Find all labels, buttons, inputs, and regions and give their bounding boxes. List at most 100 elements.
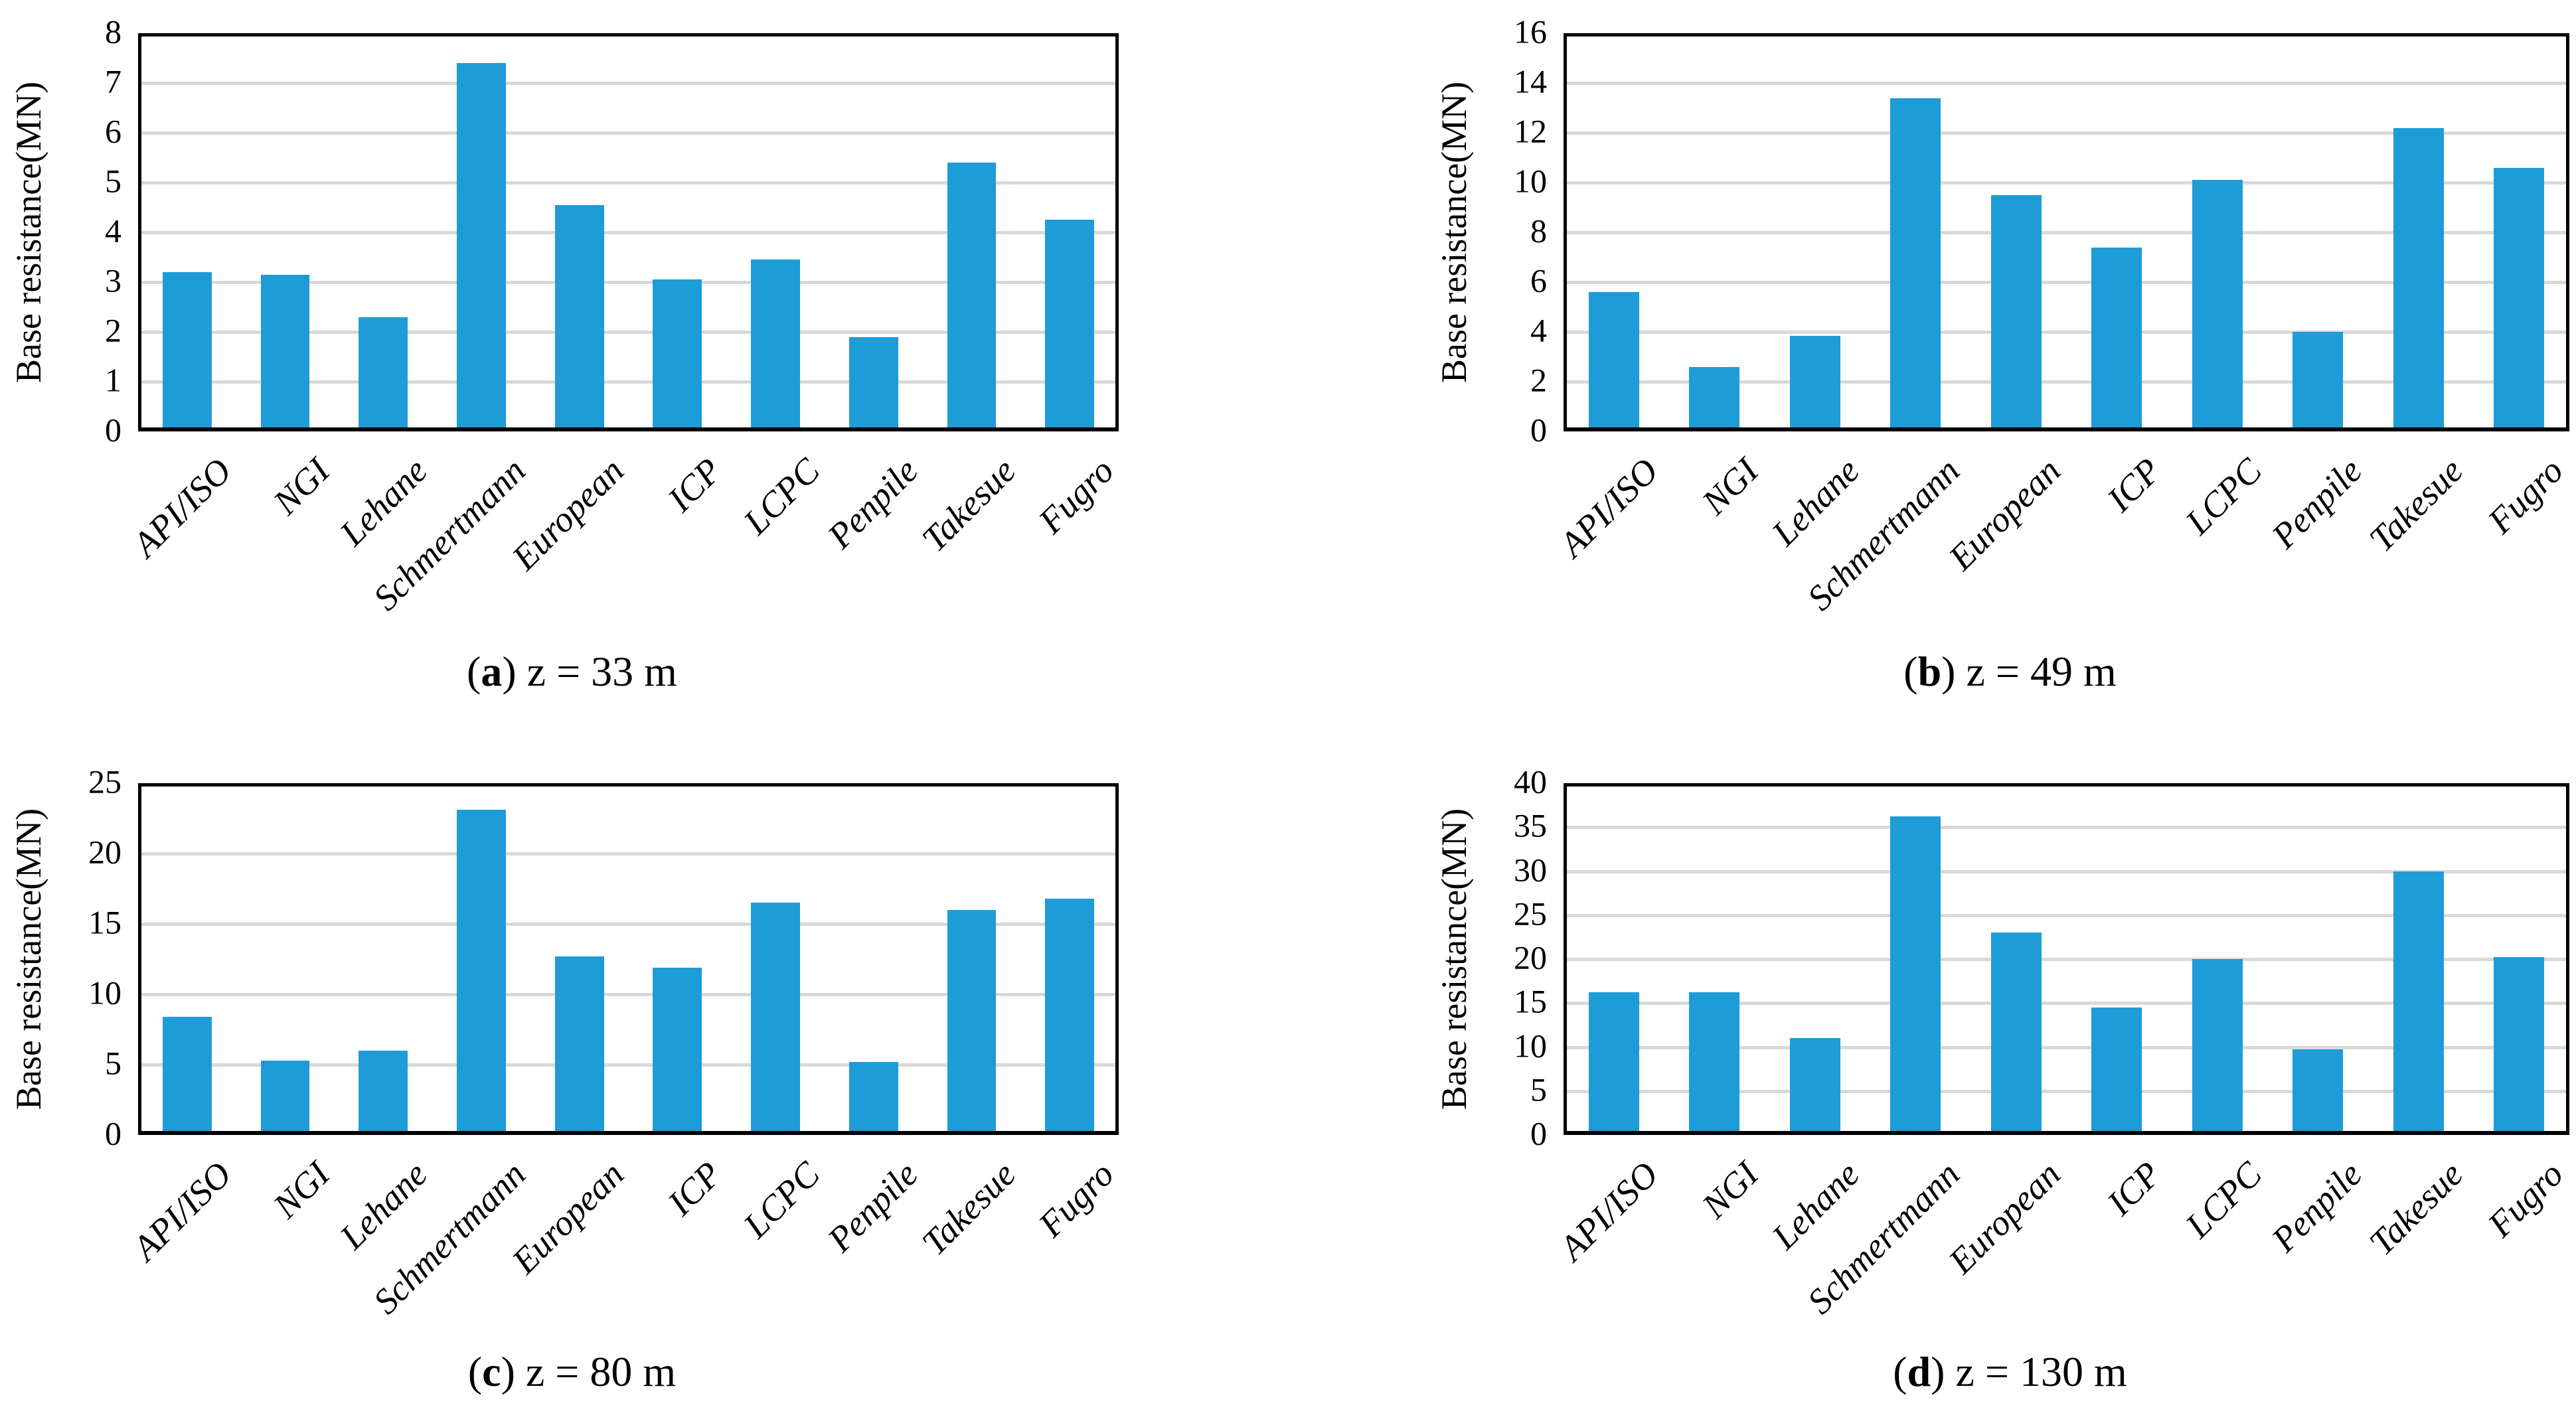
bar-lehane — [1789, 1038, 1840, 1135]
plot-frame — [138, 33, 1119, 431]
bar-ngi — [260, 1060, 310, 1135]
bar-icp — [653, 279, 702, 431]
bar-european — [1990, 933, 2042, 1135]
x-tick-label: Takesue — [2361, 1154, 2470, 1263]
bar-european — [554, 204, 604, 431]
y-tick-label: 7 — [105, 62, 121, 100]
x-tick-label: ICP — [2099, 1154, 2169, 1223]
gridline — [1564, 131, 2569, 135]
gridline — [138, 131, 1119, 135]
gridline — [1564, 958, 2569, 961]
bar-penpile — [848, 337, 898, 431]
x-tick-label: European — [1941, 1154, 2068, 1282]
bar-lcpc — [751, 260, 800, 431]
bar-api-iso — [162, 1016, 212, 1135]
gridline — [1564, 380, 2569, 384]
y-tick-label: 40 — [1514, 763, 1547, 800]
y-tick-label: 0 — [1530, 411, 1547, 449]
bar-lehane — [359, 1050, 408, 1135]
y-tick-label: 6 — [1530, 262, 1547, 299]
x-tick-label: Fugro — [2480, 1154, 2571, 1245]
y-tick-label: 20 — [1514, 939, 1547, 976]
bar-ngi — [1689, 992, 1740, 1135]
y-tick-label: 0 — [105, 1114, 121, 1152]
bar-takesue — [947, 163, 997, 431]
caption-text: ) z = 80 m — [501, 1348, 677, 1395]
bar-lcpc — [751, 903, 800, 1135]
y-tick-label: 16 — [1514, 13, 1547, 50]
plot-frame — [138, 783, 1119, 1135]
y-tick-label: 5 — [105, 162, 121, 200]
bar-fugro — [1045, 898, 1095, 1135]
y-tick-label: 20 — [88, 833, 121, 871]
bar-ngi — [1689, 366, 1740, 431]
bar-fugro — [2494, 167, 2545, 431]
gridline — [138, 380, 1119, 384]
y-tick-label: 8 — [105, 13, 121, 50]
y-tick-label: 14 — [1514, 62, 1547, 100]
y-tick-label: 0 — [1530, 1114, 1547, 1152]
y-tick-label: 10 — [1514, 162, 1547, 200]
gridline — [1564, 181, 2569, 185]
x-tick-label: API/ISO — [1552, 1154, 1666, 1268]
y-tick-label: 8 — [1530, 212, 1547, 250]
caption-text: ) z = 33 m — [502, 648, 677, 695]
y-tick-label: 10 — [1514, 1027, 1547, 1065]
y-tick-label: 1 — [105, 361, 121, 399]
y-tick-label: 12 — [1514, 112, 1547, 150]
gridline — [138, 181, 1119, 185]
bar-fugro — [2494, 957, 2545, 1135]
caption-letter: a — [481, 648, 503, 695]
bar-penpile — [848, 1061, 898, 1135]
bar-icp — [2091, 1007, 2142, 1135]
y-tick-label: 35 — [1514, 806, 1547, 844]
bar-icp — [2091, 247, 2142, 431]
caption-paren-open: ( — [1893, 1348, 1907, 1395]
y-tick-label: 30 — [1514, 851, 1547, 889]
gridline — [1564, 869, 2569, 873]
y-tick-label: 10 — [88, 974, 121, 1012]
y-tick-label: 0 — [105, 411, 121, 449]
gridline — [1564, 281, 2569, 284]
y-tick-label: 25 — [88, 763, 121, 800]
bar-schmertmann — [1890, 98, 1941, 431]
gridline — [138, 852, 1119, 856]
bar-lehane — [1789, 335, 1840, 431]
gridline — [1564, 826, 2569, 830]
gridline — [138, 281, 1119, 284]
caption-text: ) z = 49 m — [1941, 648, 2117, 695]
y-tick-label: 6 — [105, 112, 121, 150]
bar-fugro — [1045, 220, 1095, 431]
x-tick-label: Penpile — [2264, 1154, 2370, 1260]
bar-ngi — [260, 274, 310, 431]
bar-european — [554, 956, 604, 1135]
panel-caption: (d) z = 130 m — [1893, 1347, 2127, 1396]
caption-text: ) z = 130 m — [1931, 1348, 2127, 1395]
y-tick-label: 5 — [1530, 1071, 1547, 1108]
caption-paren-open: ( — [1903, 648, 1918, 695]
y-tick-label: 2 — [105, 311, 121, 349]
x-tick-label: NGI — [1694, 1154, 1767, 1226]
y-tick-label: 3 — [105, 262, 121, 299]
y-tick-label: 25 — [1514, 895, 1547, 933]
gridline — [138, 993, 1119, 996]
gridline — [138, 1063, 1119, 1067]
gridline — [1564, 1002, 2569, 1006]
panel-caption: (b) z = 49 m — [1903, 647, 2117, 696]
y-tick-label: 15 — [88, 903, 121, 941]
bar-penpile — [2293, 332, 2344, 431]
y-tick-label: 4 — [1530, 311, 1547, 349]
gridline — [1564, 231, 2569, 234]
y-tick-label: 15 — [1514, 982, 1547, 1020]
plot-frame — [1564, 33, 2569, 431]
bar-api-iso — [1588, 292, 1639, 431]
bar-takesue — [2393, 127, 2444, 431]
y-tick-label: 5 — [105, 1044, 121, 1082]
y-tick-label: 2 — [1530, 361, 1547, 399]
gridline — [138, 82, 1119, 85]
bar-lcpc — [2192, 180, 2243, 431]
